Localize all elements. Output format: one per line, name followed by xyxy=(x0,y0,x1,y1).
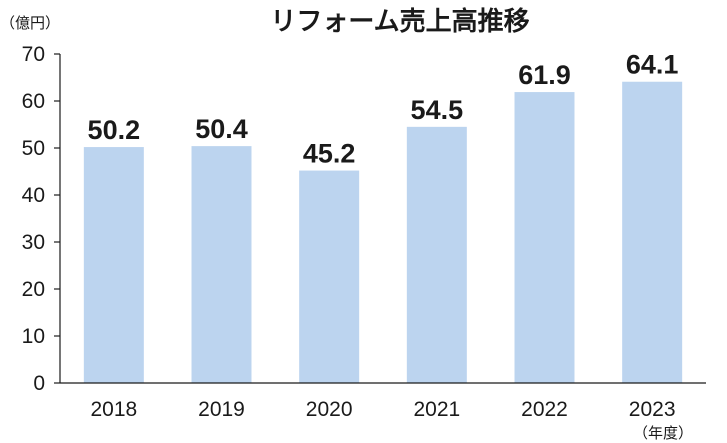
y-tick-label: 30 xyxy=(22,231,45,254)
bars-group xyxy=(83,81,683,383)
x-axis-ticks: 2018 2019 2020 2021 2022 2023 xyxy=(90,398,675,421)
data-label-2018: 50.2 xyxy=(88,115,141,145)
data-label-2020: 45.2 xyxy=(303,139,356,169)
y-tick-label: 40 xyxy=(22,184,45,207)
bar-2019 xyxy=(191,146,252,383)
data-label-2019: 50.4 xyxy=(195,114,248,144)
bar-2022 xyxy=(514,92,575,383)
y-tick-label: 20 xyxy=(22,278,45,301)
chart-title: リフォーム売上高推移 xyxy=(270,6,529,37)
y-tick-label: 70 xyxy=(22,43,45,66)
x-tick-label-2020: 2020 xyxy=(306,398,353,421)
data-labels: 50.2 50.4 45.2 54.5 61.9 64.1 xyxy=(88,50,679,169)
y-tick-label: 60 xyxy=(22,90,45,113)
bar-2021 xyxy=(406,126,467,383)
x-tick-label-2021: 2021 xyxy=(413,398,460,421)
x-tick-label-2019: 2019 xyxy=(198,398,245,421)
bar-2018 xyxy=(83,147,144,383)
x-tick-label-2018: 2018 xyxy=(90,398,137,421)
bar-2020 xyxy=(299,170,360,383)
data-label-2023: 64.1 xyxy=(626,50,679,80)
x-axis-unit-label: （年度） xyxy=(633,424,693,442)
x-tick-label-2023: 2023 xyxy=(629,398,676,421)
x-tick-label-2022: 2022 xyxy=(521,398,568,421)
data-label-2022: 61.9 xyxy=(518,60,571,90)
y-axis-ticks: 0 10 20 30 40 50 60 70 xyxy=(22,43,60,395)
y-tick-label: 50 xyxy=(22,137,45,160)
data-label-2021: 54.5 xyxy=(411,95,464,125)
y-tick-label: 0 xyxy=(33,372,45,395)
y-tick-label: 10 xyxy=(22,325,45,348)
bar-2023 xyxy=(622,81,683,383)
y-axis-unit-label: （億円） xyxy=(0,14,60,32)
